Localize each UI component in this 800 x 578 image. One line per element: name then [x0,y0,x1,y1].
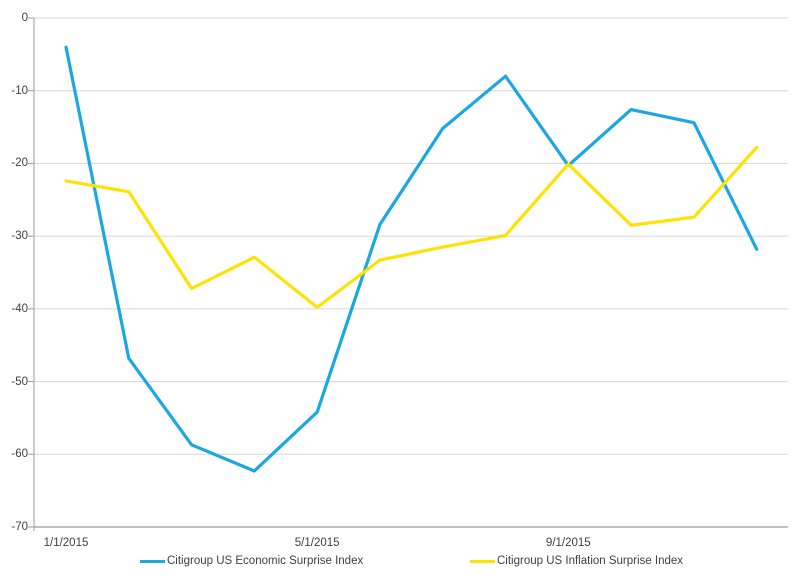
y-axis-tick-label: -40 [11,302,28,315]
y-axis-tick-label: -10 [11,84,28,97]
y-axis-tick-label: 0 [21,12,28,24]
legend-item-inflation-surprise: Citigroup US Inflation Surprise Index [470,553,683,569]
legend-item-economic-surprise: Citigroup US Economic Surprise Index [140,553,363,569]
legend-swatch-economic [140,559,165,563]
legend-label-economic: Citigroup US Economic Surprise Index [167,555,364,567]
x-axis-tick-label: 9/1/2015 [545,537,591,549]
y-axis-tick-label: -50 [11,375,28,388]
legend-swatch-inflation [470,559,495,563]
y-axis-tick-label: -60 [11,448,28,461]
y-axis-tick-label: -30 [11,230,28,243]
x-axis-tick-label: 1/1/2015 [43,537,89,549]
x-axis-tick-label: 5/1/2015 [294,537,340,549]
y-axis-tick-label: -70 [11,521,28,533]
legend-label-inflation: Citigroup US Inflation Surprise Index [497,555,684,567]
y-axis-tick-label: -20 [11,157,28,170]
